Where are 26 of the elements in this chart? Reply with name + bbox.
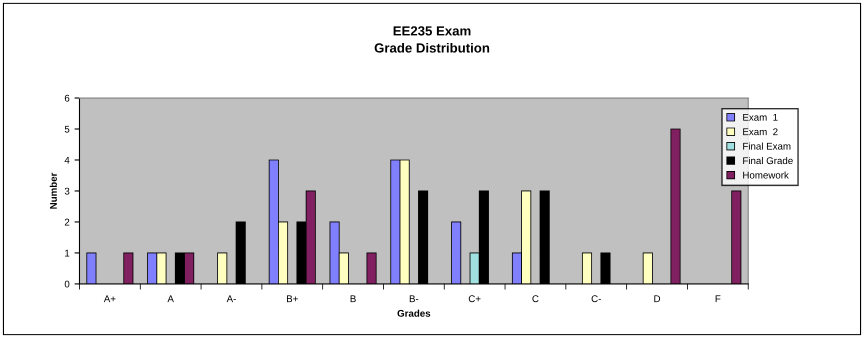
legend-label: Final Exam: [743, 142, 790, 150]
legend-label: Homework: [743, 171, 789, 179]
y-tick-label: 6: [64, 94, 70, 102]
x-tick-label: B+: [286, 295, 298, 302]
x-tick-label: F: [716, 295, 720, 302]
legend-label: Final Grade: [743, 156, 793, 164]
y-tick-label: 0: [64, 280, 70, 288]
x-tick-label: A: [167, 295, 174, 302]
x-tick-label: A+: [104, 295, 116, 302]
y-tick-label: 3: [64, 188, 70, 195]
y-tick-label: 4: [64, 156, 70, 164]
x-axis-title: Grades: [398, 310, 430, 317]
x-tick-label: B-: [410, 295, 418, 302]
x-tick-label: A-: [226, 295, 236, 302]
x-tick-label: C: [532, 295, 539, 302]
y-tick-label: 1: [65, 250, 70, 256]
y-tick-label: 5: [64, 126, 70, 133]
legend-label: Exam 1: [743, 114, 778, 121]
x-tick-label: C-: [592, 295, 601, 302]
x-tick-label: D: [654, 295, 660, 302]
y-axis-title: Number: [50, 172, 57, 209]
x-tick-label: C+: [468, 295, 481, 302]
x-tick-label: B: [350, 295, 356, 302]
y-tick-label: 2: [64, 218, 70, 226]
legend-label: Exam 2: [743, 128, 778, 136]
chart-title: EE235 Exam Grade Distribution: [374, 26, 490, 53]
